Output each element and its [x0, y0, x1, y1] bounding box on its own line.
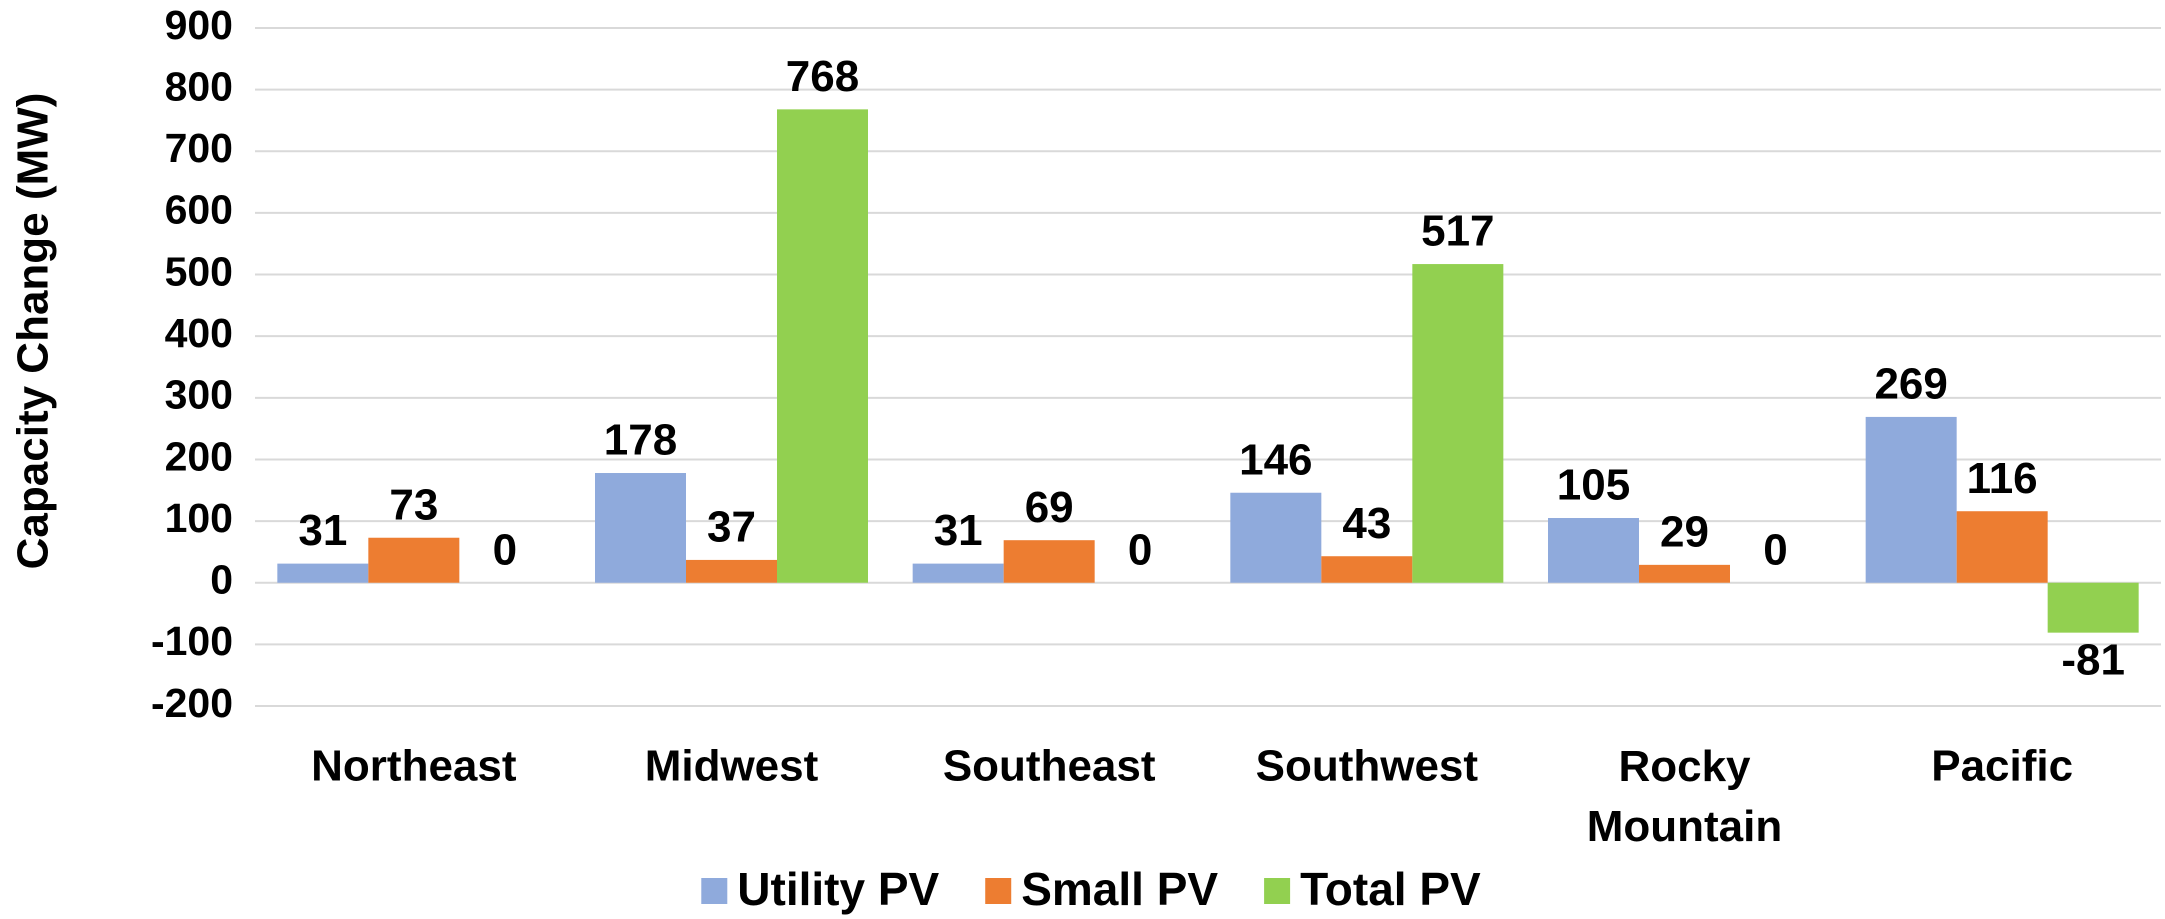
data-label: 43	[1342, 499, 1391, 548]
data-label: 37	[707, 503, 756, 552]
bar	[686, 559, 777, 583]
legend-swatch	[1264, 878, 1291, 904]
legend-label: Utility PV	[737, 863, 939, 915]
y-tick-label: 900	[165, 2, 233, 48]
y-tick-label: 700	[165, 125, 233, 171]
legend-swatch	[985, 878, 1012, 904]
data-label: 116	[1967, 454, 2038, 503]
x-tick-label: Midwest	[645, 742, 819, 791]
y-tick-label: 400	[165, 310, 233, 356]
bar	[1003, 540, 1095, 583]
data-label: 69	[1025, 483, 1074, 532]
data-label: 146	[1239, 435, 1312, 484]
data-label: 0	[493, 525, 517, 574]
data-label: 29	[1660, 507, 1709, 556]
bar	[1321, 556, 1413, 583]
x-tick-label: Northeast	[311, 742, 517, 791]
data-label: 269	[1874, 360, 1947, 409]
bar	[1230, 492, 1322, 583]
data-label: 768	[786, 52, 859, 101]
data-label: 517	[1421, 207, 1494, 256]
y-tick-label: 800	[165, 63, 233, 109]
bar	[277, 563, 369, 583]
bar	[1865, 416, 1957, 583]
legend-swatch	[701, 878, 728, 904]
data-label: 105	[1557, 461, 1630, 510]
y-tick-label: 200	[165, 433, 233, 479]
x-tick-label: Southeast	[943, 742, 1156, 791]
bar	[595, 473, 686, 583]
legend-label: Small PV	[1021, 863, 1218, 915]
data-label: 31	[298, 506, 347, 555]
legend-label: Total PV	[1300, 863, 1481, 915]
bar	[912, 563, 1004, 583]
bar	[1956, 511, 2048, 583]
y-tick-label: 600	[165, 187, 233, 233]
data-label: -81	[2061, 635, 2125, 684]
data-label: 178	[604, 416, 677, 465]
x-tick-label: Rocky Mountain	[1587, 742, 1783, 851]
y-tick-label: -100	[151, 618, 233, 664]
bar	[368, 537, 460, 583]
bar	[777, 109, 868, 583]
y-tick-label: -200	[151, 680, 233, 726]
y-tick-label: 100	[165, 495, 233, 541]
y-tick-label: 500	[165, 248, 233, 294]
data-label: 31	[934, 506, 983, 555]
bar	[1548, 518, 1639, 583]
data-label: 0	[1128, 525, 1152, 574]
bar	[2047, 582, 2139, 633]
bar	[1639, 564, 1730, 583]
bar	[1412, 264, 1504, 583]
x-tick-label: Southwest	[1256, 742, 1479, 791]
data-label: 0	[1763, 525, 1787, 574]
x-tick-label: Pacific	[1931, 742, 2073, 791]
data-label: 73	[389, 480, 438, 529]
y-axis-title: Capacity Change (MW)	[9, 93, 58, 570]
legend: Utility PV Small PV Total PV	[701, 863, 1481, 915]
y-tick-label: 0	[210, 557, 233, 603]
y-tick-label: 300	[165, 372, 233, 418]
